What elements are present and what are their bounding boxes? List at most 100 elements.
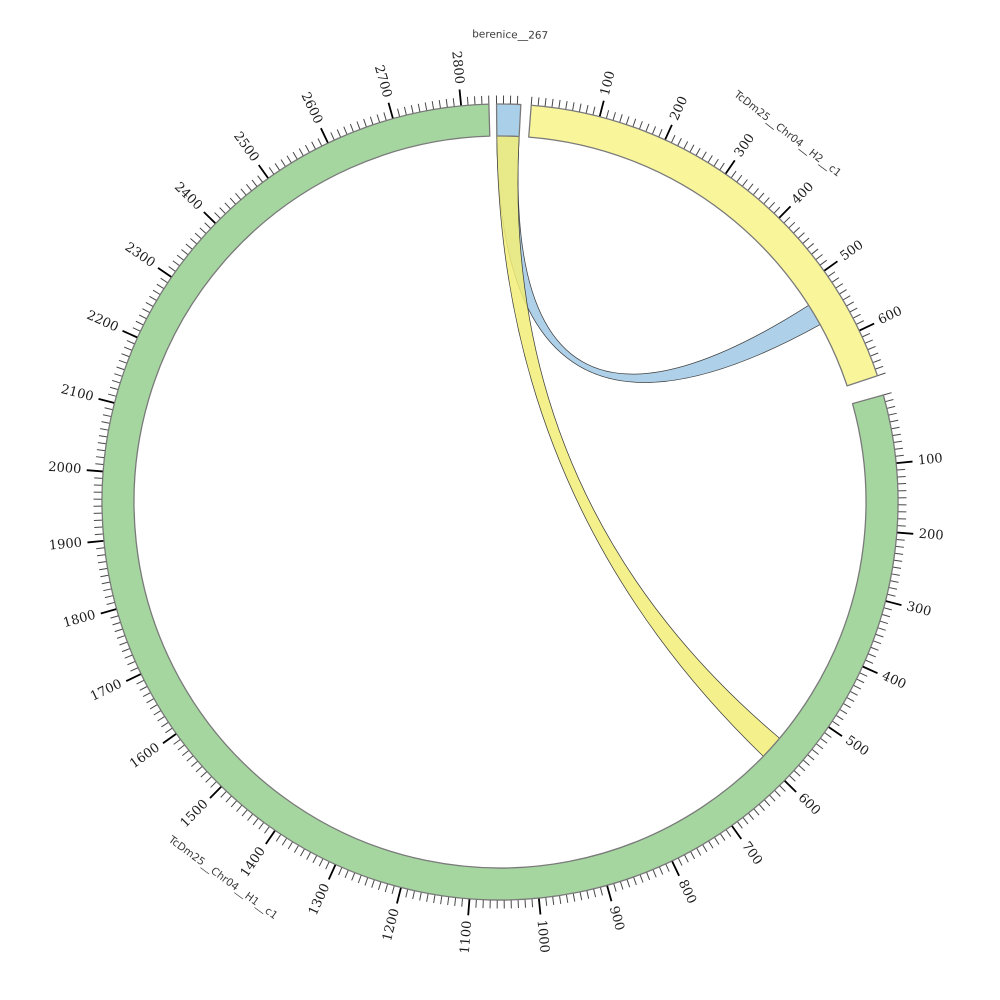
tick-major <box>724 159 736 175</box>
tick-minor <box>438 99 441 109</box>
link-ribbon <box>496 135 780 757</box>
tick-major <box>122 329 138 339</box>
tick-minor <box>200 771 208 778</box>
tick-minor <box>336 129 341 138</box>
tick-major <box>265 830 276 845</box>
tick-minor <box>646 872 651 881</box>
tick-minor <box>843 295 851 301</box>
tick-minor <box>768 201 775 209</box>
tick-minor <box>466 96 469 105</box>
tick-minor <box>816 743 824 750</box>
tick-minor <box>103 588 112 592</box>
tick-minor <box>107 393 116 397</box>
tick-minor <box>130 667 138 672</box>
tick-minor <box>445 99 448 108</box>
tick-minor <box>892 433 901 437</box>
tick-major <box>458 89 463 106</box>
tick-minor <box>862 332 871 338</box>
tick-minor <box>889 587 898 590</box>
tick-minor <box>811 749 819 755</box>
tick-minor <box>304 144 310 153</box>
tick-minor <box>431 101 435 110</box>
tick-minor <box>599 887 603 896</box>
tick-major <box>467 899 471 916</box>
tick-minor <box>839 709 848 715</box>
tick-major <box>162 733 177 745</box>
tick-minor <box>384 884 388 893</box>
tick-minor <box>311 141 316 150</box>
tick-minor <box>104 595 113 599</box>
tick-minor <box>142 692 151 698</box>
tick-minor <box>890 419 899 423</box>
tick-minor <box>690 851 696 860</box>
tick-minor <box>658 129 663 137</box>
tick-major <box>320 127 329 144</box>
tick-minor <box>391 886 395 895</box>
tick-minor <box>853 684 862 690</box>
tick-minor <box>843 703 851 709</box>
bands-layer <box>101 103 899 901</box>
tick-minor <box>473 96 476 105</box>
tick-minor <box>639 874 644 883</box>
tick-label: 800 <box>675 878 699 907</box>
tick-minor <box>357 875 362 884</box>
tick-minor <box>191 760 198 767</box>
tick-minor <box>219 207 226 214</box>
tick-label: 1800 <box>62 608 98 631</box>
tick-minor <box>356 121 361 130</box>
tick-label: 2100 <box>59 382 95 405</box>
tick-major <box>784 780 797 793</box>
tick-minor <box>832 277 840 283</box>
tick-major <box>731 825 743 840</box>
tick-minor <box>836 715 844 721</box>
tick-minor <box>94 533 103 536</box>
tick-minor <box>633 877 637 886</box>
tick-minor <box>136 679 144 685</box>
tick-minor <box>264 826 270 834</box>
tick-minor <box>524 899 527 908</box>
tick-minor <box>376 114 380 123</box>
tick-minor <box>161 722 169 728</box>
tick-minor <box>659 866 664 875</box>
tick-minor <box>181 750 189 757</box>
tick-minor <box>867 345 876 350</box>
tick-minor <box>156 283 164 289</box>
tick-minor <box>145 302 154 307</box>
tick-minor <box>230 800 237 808</box>
tick-minor <box>112 622 121 626</box>
tick-minor <box>783 216 791 224</box>
tick-minor <box>403 106 407 115</box>
tick-minor <box>545 897 548 906</box>
tick-major <box>257 164 269 179</box>
tick-minor <box>606 110 610 119</box>
tick-minor <box>177 744 185 751</box>
tick-minor <box>684 854 689 863</box>
tick-minor <box>559 895 562 905</box>
tick-minor <box>280 159 286 167</box>
tick-label: 2700 <box>371 64 394 100</box>
tick-minor <box>870 352 879 357</box>
tick-label: 1300 <box>306 881 333 917</box>
tick-label: 2600 <box>297 90 325 126</box>
tick-major <box>671 860 680 877</box>
tick-minor <box>551 98 554 107</box>
tick-label: 400 <box>789 179 817 207</box>
tick-minor <box>613 883 617 892</box>
tick-minor <box>708 841 714 849</box>
tick-minor <box>572 102 575 111</box>
tick-label: 1000 <box>534 919 552 953</box>
tick-minor <box>118 359 127 364</box>
tick-minor <box>897 475 906 478</box>
tick-minor <box>888 412 897 416</box>
tick-minor <box>877 627 886 631</box>
tick-minor <box>531 899 534 908</box>
tick-minor <box>868 653 877 658</box>
tick-minor <box>720 833 726 841</box>
tick-minor <box>895 545 905 548</box>
tick-minor <box>753 808 760 816</box>
tick-label: 2400 <box>171 180 205 214</box>
tick-minor <box>815 254 823 260</box>
tick-minor <box>281 838 287 846</box>
tick-minor <box>344 870 349 879</box>
